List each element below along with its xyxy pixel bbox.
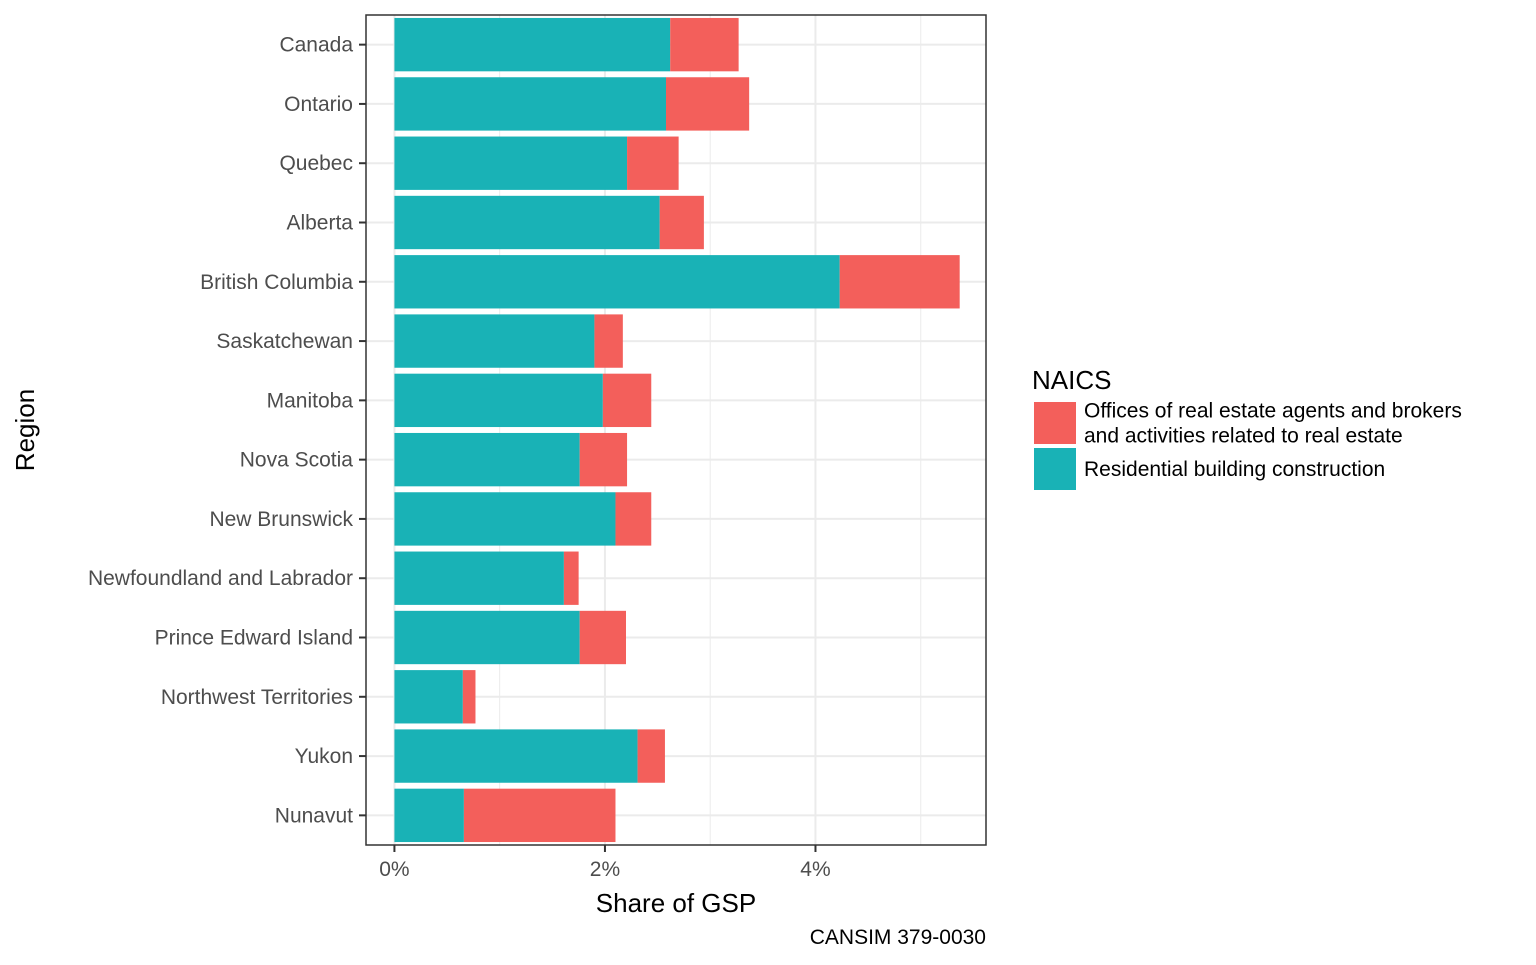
y-tick-label: Manitoba (267, 389, 354, 412)
x-axis-title: Share of GSP (596, 888, 756, 918)
bar-residential-construction-british-columbia (394, 255, 840, 309)
bar-residential-construction-new-brunswick (394, 492, 616, 546)
legend-label: Residential building construction (1084, 458, 1385, 481)
bar-residential-construction-alberta (394, 195, 660, 250)
y-tick-label: Quebec (279, 152, 353, 175)
x-tick-label: 0% (379, 858, 409, 881)
y-tick-label: Nunavut (275, 804, 353, 827)
bar-real-estate-offices-northwest-territories (462, 670, 476, 724)
bar-real-estate-offices-yukon (637, 729, 665, 783)
legend-label: and activities related to real estate (1084, 425, 1403, 448)
bar-real-estate-offices-nunavut (463, 788, 616, 843)
bar-real-estate-offices-new-brunswick (615, 492, 652, 546)
bar-real-estate-offices-saskatchewan (594, 314, 623, 368)
y-tick-label: Newfoundland and Labrador (88, 567, 353, 590)
bar-real-estate-offices-nova-scotia (579, 432, 628, 487)
bar-residential-construction-yukon (394, 729, 638, 783)
bar-residential-construction-ontario (394, 77, 666, 131)
bars (394, 17, 960, 843)
plot-panel-border (365, 14, 987, 846)
y-tick-label: Nova Scotia (240, 449, 354, 472)
bar-real-estate-offices-ontario (666, 77, 750, 131)
bar-residential-construction-northwest-territories (394, 670, 463, 724)
bar-residential-construction-nunavut (394, 788, 464, 843)
bar-residential-construction-prince-edward-island (394, 610, 580, 665)
x-tick-label: 4% (800, 858, 830, 881)
y-tick-label: British Columbia (200, 271, 353, 294)
bar-residential-construction-newfoundland-and-labrador (394, 551, 564, 605)
bar-real-estate-offices-canada (670, 17, 739, 72)
y-axis-title: Region (10, 389, 40, 471)
bar-residential-construction-manitoba (394, 373, 603, 428)
legend-label: Offices of real estate agents and broker… (1084, 400, 1462, 423)
bar-real-estate-offices-british-columbia (839, 255, 960, 309)
legend: NAICS Offices of real estate agents and … (1032, 365, 1462, 490)
x-axis: 0% 2% 4% (379, 845, 831, 881)
bar-residential-construction-saskatchewan (394, 314, 595, 368)
legend-title: NAICS (1032, 365, 1111, 395)
bar-residential-construction-nova-scotia (394, 432, 580, 487)
bar-residential-construction-canada (394, 17, 671, 72)
bar-real-estate-offices-newfoundland-and-labrador (563, 551, 579, 605)
bar-residential-construction-quebec (394, 136, 628, 190)
x-tick-label: 2% (590, 858, 620, 881)
legend-key-real-estate-offices (1034, 402, 1076, 444)
y-tick-label: Canada (279, 34, 353, 57)
y-tick-label: Alberta (286, 212, 353, 235)
caption: CANSIM 379-0030 (810, 926, 986, 949)
bar-real-estate-offices-quebec (627, 136, 679, 190)
bar-real-estate-offices-alberta (659, 195, 704, 250)
y-axis: Canada Ontario Quebec Alberta British Columb… (88, 34, 366, 827)
y-tick-label: Ontario (284, 93, 353, 116)
y-tick-label: Yukon (295, 745, 353, 768)
y-tick-label: Prince Edward Island (155, 627, 353, 650)
bar-real-estate-offices-manitoba (602, 373, 652, 428)
y-tick-label: New Brunswick (209, 508, 353, 531)
y-tick-label: Saskatchewan (216, 330, 353, 353)
legend-key-residential-construction (1034, 448, 1076, 490)
bar-real-estate-offices-prince-edward-island (579, 610, 626, 665)
y-tick-label: Northwest Territories (161, 686, 353, 709)
